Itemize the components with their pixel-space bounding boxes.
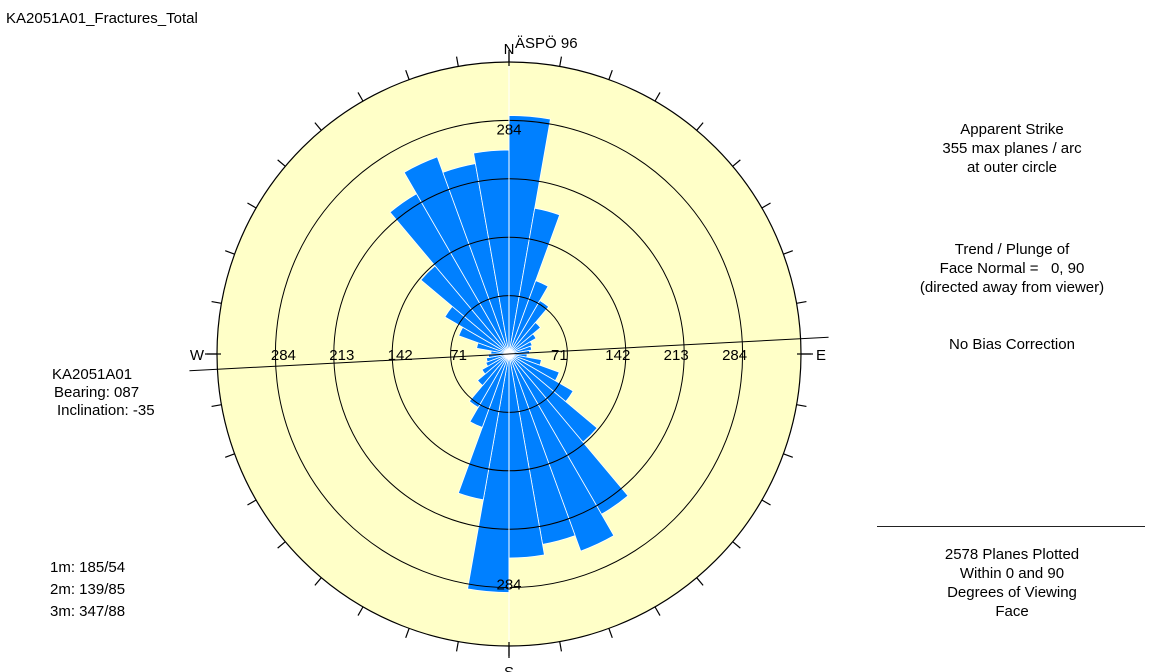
tick-mark	[455, 641, 459, 652]
bias-info: No Bias Correction	[949, 336, 1075, 353]
chart-title: KA2051A01_Fractures_Total	[6, 10, 198, 27]
tick-mark	[796, 300, 807, 304]
planes-info-line: Within 0 and 90	[959, 565, 1065, 582]
rose-petal	[508, 333, 537, 355]
tick-mark	[277, 541, 286, 549]
project-label: ÄSPÖ 96	[515, 34, 578, 52]
face-normal-line: Trend / Plunge of	[954, 241, 1070, 258]
planes-info: 2578 Planes Plotted Within 0 and 90 Degr…	[862, 545, 1149, 621]
tick-mark	[696, 122, 704, 131]
ring-value-label: 213	[664, 347, 689, 364]
tick-mark	[761, 499, 771, 506]
rose-petal	[508, 341, 533, 355]
face-normal-line: (directed away from viewer)	[919, 279, 1105, 296]
rose-petal	[508, 280, 549, 355]
tick-mark	[225, 453, 235, 458]
compass-east-label: E	[816, 347, 826, 364]
rose-petal	[508, 353, 615, 552]
ring-value-label: 284	[496, 577, 521, 594]
rose-petal	[508, 345, 533, 355]
borehole-name: KA2051A01	[52, 366, 133, 383]
tick-mark	[247, 202, 257, 209]
rose-petal	[508, 300, 550, 355]
tick-mark	[314, 122, 322, 131]
strike-info-line: 355 max planes / arc	[942, 140, 1082, 157]
ring-value-label: 284	[496, 121, 521, 138]
tick-mark	[405, 628, 410, 638]
tick-mark	[559, 56, 563, 67]
tick-mark	[314, 577, 322, 586]
info-divider	[877, 526, 1145, 527]
face-normal-line: Face Normal = 0, 90	[939, 260, 1085, 277]
rose-petal	[468, 353, 510, 408]
tick-mark	[405, 70, 410, 80]
rose-petal	[469, 353, 510, 428]
mean-set-item: 3m: 347/88	[50, 603, 126, 620]
tick-mark	[357, 606, 364, 616]
ring-value-label: 284	[271, 347, 296, 364]
borehole-bearing: Bearing: 087	[54, 384, 140, 401]
tick-mark	[211, 404, 222, 408]
rose-petal	[508, 321, 542, 355]
strike-info: Apparent Strike 355 max planes / arc at …	[862, 120, 1149, 177]
strike-info-line: Apparent Strike	[960, 121, 1064, 138]
tick-mark	[783, 250, 793, 255]
borehole-trace	[189, 336, 829, 372]
rose-petal	[457, 353, 510, 501]
tick-mark	[608, 70, 613, 80]
planes-info-line: 2578 Planes Plotted	[944, 546, 1080, 563]
tick-mark	[732, 541, 741, 549]
tick-mark	[277, 159, 286, 167]
rose-petal	[485, 353, 510, 363]
rose-petal	[403, 156, 510, 355]
tick-mark	[732, 159, 741, 167]
borehole-info: KA2051A01 Bearing: 087 Inclination: -35	[52, 366, 155, 420]
face-normal-info: Trend / Plunge of Face Normal = 0, 90 (d…	[862, 240, 1149, 297]
compass-west-label: W	[190, 347, 205, 364]
tick-mark	[247, 499, 257, 506]
rose-petal	[481, 353, 510, 375]
tick-mark	[654, 606, 661, 616]
rose-petal	[508, 207, 561, 355]
mean-set-item: 2m: 139/85	[50, 581, 126, 598]
planes-info-line: Degrees of Viewing	[947, 584, 1077, 601]
planes-info-line: Face	[995, 603, 1029, 620]
tick-mark	[608, 628, 613, 638]
rose-petal	[476, 353, 510, 387]
strike-info-line: at outer circle	[966, 159, 1058, 176]
ring-value-label: 284	[722, 347, 747, 364]
tick-mark	[783, 453, 793, 458]
compass-south-label: S	[504, 664, 514, 672]
rose-petal	[485, 353, 510, 367]
ring-value-label: 71	[450, 347, 467, 364]
tick-mark	[455, 56, 459, 67]
ring-value-label: 142	[605, 347, 630, 364]
tick-mark	[796, 404, 807, 408]
tick-mark	[357, 92, 364, 102]
tick-mark	[559, 641, 563, 652]
tick-mark	[696, 577, 704, 586]
ring-value-label: 71	[551, 347, 568, 364]
ring-value-label: 142	[388, 347, 413, 364]
compass-north-label: N	[504, 41, 515, 58]
borehole-inclination: Inclination: -35	[57, 402, 155, 419]
tick-mark	[211, 300, 222, 304]
ring-value-label: 213	[329, 347, 354, 364]
mean-set-list: 1m: 185/54 2m: 139/85 3m: 347/88	[50, 557, 125, 623]
mean-set-item: 1m: 185/54	[50, 559, 126, 576]
tick-mark	[225, 250, 235, 255]
tick-mark	[654, 92, 661, 102]
tick-mark	[761, 202, 771, 209]
